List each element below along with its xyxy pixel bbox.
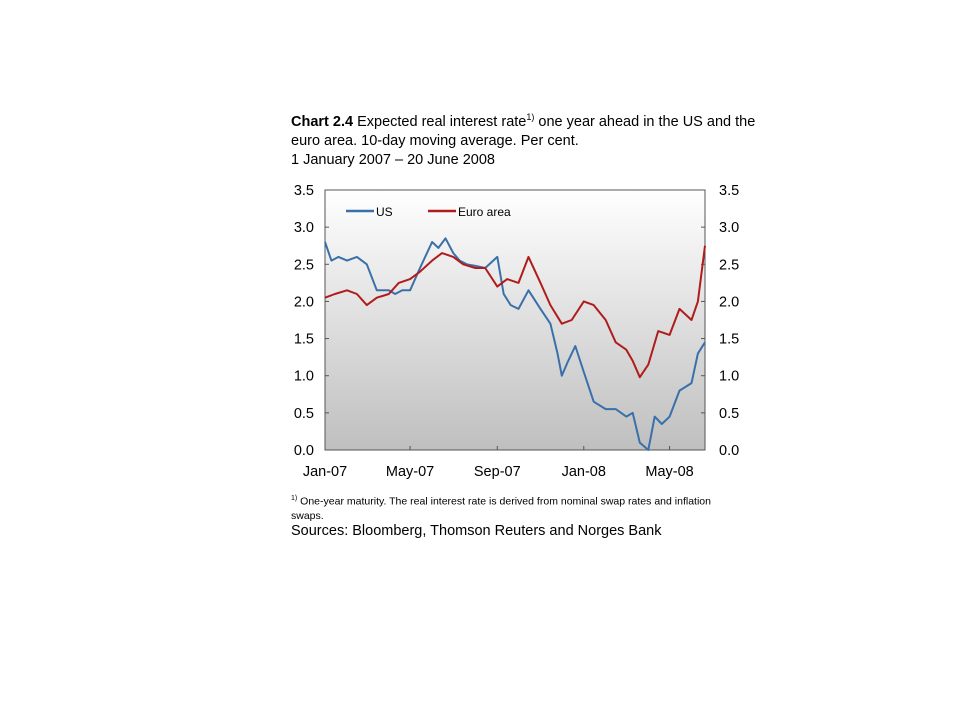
footnote-marker: 1)	[291, 495, 298, 502]
title-footnote-marker: 1)	[526, 112, 535, 122]
x-tick-label: Sep-07	[474, 464, 521, 480]
x-axis: Jan-07 May-07 Sep-07 Jan-08 May-08	[303, 446, 694, 480]
y-tick-label-left: 1.5	[294, 332, 314, 348]
y-tick-label-right: 3.5	[719, 183, 739, 199]
chart-number: Chart 2.4	[291, 113, 354, 130]
y-tick-label-left: 0.0	[294, 443, 314, 459]
y-tick-label-left: 3.5	[294, 183, 314, 199]
title-date-range: 1 January 2007 – 20 June 2008	[291, 151, 495, 168]
y-tick-label-left: 2.0	[294, 294, 314, 310]
title-text-2: one year ahead in the US and the euro ar…	[291, 113, 756, 149]
series-line-euro-area	[324, 245, 706, 379]
x-tick-label: Jan-08	[562, 464, 606, 480]
y-tick-label-left: 2.5	[294, 257, 314, 273]
title-text-1: Expected real interest rate	[353, 113, 527, 130]
chart-title: Chart 2.4 Expected real interest rate1) …	[291, 108, 761, 170]
x-tick-label: May-08	[645, 464, 693, 480]
footnote-text: One-year maturity. The real interest rat…	[291, 495, 711, 522]
plot-area	[324, 189, 706, 451]
x-tick-label: May-07	[386, 464, 434, 480]
y-tick-label-left: 0.5	[294, 406, 314, 422]
footnote: 1) One-year maturity. The real interest …	[291, 492, 711, 523]
y-tick-label-left: 3.0	[294, 220, 314, 236]
sources: Sources: Bloomberg, Thomson Reuters and …	[291, 523, 662, 539]
y-tick-label-right: 1.5	[719, 332, 739, 348]
y-tick-label-right: 0.5	[719, 406, 739, 422]
y-tick-label-right: 1.0	[719, 369, 739, 385]
legend-label: US	[376, 205, 393, 219]
y-tick-label-left: 1.0	[294, 369, 314, 385]
y-axis-left: 0.0 0.5 1.0 1.5 2.0 2.5 3.0 3.5	[294, 183, 329, 459]
y-tick-label-right: 3.0	[719, 220, 739, 236]
legend-label: Euro area	[458, 205, 511, 219]
y-tick-label-right: 0.0	[719, 443, 739, 459]
y-axis-right: 0.0 0.5 1.0 1.5 2.0 2.5 3.0 3.5	[701, 183, 739, 459]
series-line-us	[324, 237, 706, 451]
legend: US Euro area	[346, 205, 511, 219]
y-tick-label-right: 2.0	[719, 294, 739, 310]
series-group	[324, 237, 706, 451]
x-tick-label: Jan-07	[303, 464, 347, 480]
y-tick-label-right: 2.5	[719, 257, 739, 273]
